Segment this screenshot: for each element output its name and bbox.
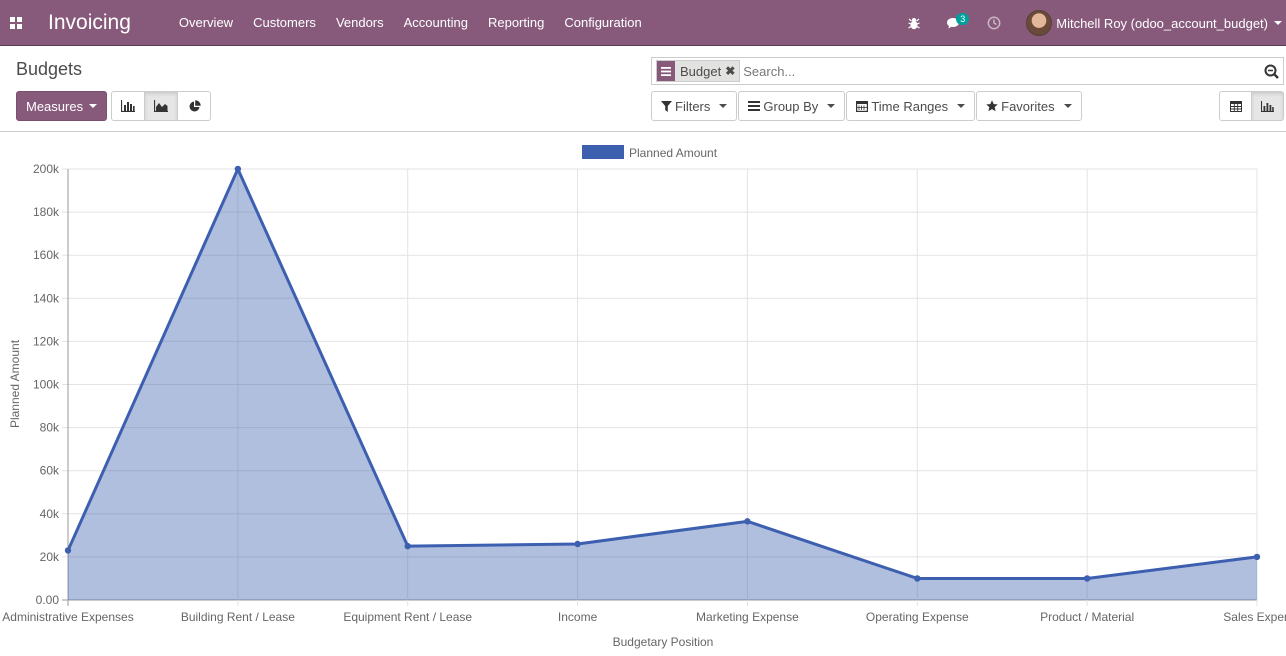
- calendar-icon: [856, 100, 869, 112]
- menu-reporting[interactable]: Reporting: [487, 14, 545, 30]
- data-point: [234, 165, 242, 173]
- search-input[interactable]: [743, 63, 1259, 79]
- y-axis-title: Planned Amount: [8, 339, 22, 428]
- data-point: [914, 575, 921, 582]
- menu-configuration[interactable]: Configuration: [564, 14, 642, 30]
- graph-view-icon: [1261, 100, 1274, 112]
- y-tick-label: 200k: [33, 162, 60, 176]
- top-navbar: Invoicing Overview Customers Vendors Acc…: [0, 0, 1286, 46]
- breadcrumb-title: Budgets: [16, 59, 83, 79]
- favorites-caret-icon: [1063, 104, 1072, 108]
- data-point: [64, 547, 72, 554]
- y-tick-label: 0.00: [36, 593, 60, 607]
- legend-swatch: [582, 145, 624, 159]
- search-icon[interactable]: [1259, 64, 1283, 79]
- measures-caret-icon: [89, 104, 98, 108]
- y-tick-label: 140k: [33, 291, 60, 305]
- x-tick-label: Building Rent / Lease: [181, 610, 295, 624]
- user-name: Mitchell Roy (odoo_account_budget): [1056, 15, 1268, 31]
- legend-label: Planned Amount: [629, 146, 718, 160]
- pie-chart-mode-button[interactable]: [177, 91, 211, 121]
- series-line: [66, 167, 1258, 580]
- x-tick-label: Sales Expen: [1223, 610, 1286, 624]
- search-options: Filters Group By Time Ranges Favorites: [651, 91, 1083, 121]
- facet-remove-icon[interactable]: ✖: [725, 64, 736, 78]
- search-facet: Budget ✖: [656, 60, 741, 82]
- area-chart-icon: [154, 100, 168, 112]
- group-by-button[interactable]: Group By: [738, 91, 846, 121]
- time-ranges-button[interactable]: Time Ranges: [846, 91, 976, 121]
- view-switcher: [1219, 91, 1284, 121]
- filters-button[interactable]: Filters: [651, 91, 738, 121]
- measures-button[interactable]: Measures: [16, 91, 108, 121]
- x-tick-label: Income: [558, 610, 598, 624]
- filter-icon: [661, 100, 672, 112]
- search-bar: Budget ✖: [651, 57, 1284, 85]
- filters-label: Filters: [675, 98, 711, 114]
- x-axis-title: Budgetary Position: [613, 635, 714, 649]
- y-tick-label: 20k: [40, 550, 60, 564]
- data-point: [1083, 575, 1091, 582]
- debug-bug-icon[interactable]: [894, 0, 934, 46]
- data-point: [574, 540, 581, 548]
- apps-menu-icon[interactable]: [0, 0, 32, 46]
- y-tick-label: 100k: [33, 378, 60, 392]
- filters-caret-icon: [719, 104, 728, 108]
- measures-label: Measures: [26, 98, 84, 114]
- area-chart: 0.00 20k 40k 60k 80k 100k 120k 140k 160k 180k 200k…: [2, 145, 1286, 649]
- groupby-facet-icon: [657, 61, 675, 81]
- y-tick-label: 180k: [33, 205, 60, 219]
- y-tick-label: 80k: [40, 421, 60, 435]
- graph-view-button[interactable]: [1251, 91, 1284, 121]
- graph-mode-group: [111, 91, 211, 121]
- time-ranges-label: Time Ranges: [871, 98, 949, 114]
- y-tick-label: 160k: [33, 248, 60, 262]
- data-point: [404, 542, 411, 550]
- favorites-button[interactable]: Favorites: [976, 91, 1082, 121]
- line-chart-mode-button[interactable]: [144, 91, 178, 121]
- menu-overview[interactable]: Overview: [178, 14, 234, 30]
- x-tick-label: Equipment Rent / Lease: [343, 610, 472, 624]
- data-point: [744, 518, 751, 525]
- facet-value: Budget: [680, 63, 722, 79]
- graph-area: 0.00 20k 40k 60k 80k 100k 120k 140k 160k 180k 200k…: [0, 133, 1286, 653]
- x-tick-label: Marketing Expense: [696, 610, 799, 624]
- x-tick-label: Product / Material: [1040, 610, 1134, 624]
- activity-clock-icon[interactable]: [974, 0, 1014, 46]
- table-icon: [1229, 100, 1242, 112]
- group-by-label: Group By: [763, 98, 819, 114]
- menu-vendors[interactable]: Vendors: [335, 14, 384, 30]
- app-title[interactable]: Invoicing: [48, 10, 131, 34]
- y-tick-label: 60k: [40, 464, 60, 478]
- bar-chart-mode-button[interactable]: [111, 91, 145, 121]
- user-caret-icon: [1274, 21, 1282, 25]
- time-ranges-caret-icon: [957, 104, 966, 108]
- x-tick-label: Administrative Expenses: [2, 610, 133, 624]
- list-icon: [748, 101, 761, 111]
- messages-chat-icon[interactable]: 3: [934, 0, 974, 46]
- favorites-label: Favorites: [1001, 98, 1055, 114]
- y-tick-label: 40k: [40, 507, 60, 521]
- bar-chart-icon: [121, 100, 135, 112]
- user-menu[interactable]: Mitchell Roy (odoo_account_budget): [1014, 0, 1286, 46]
- group-by-caret-icon: [827, 104, 836, 108]
- x-tick-label: Operating Expense: [866, 610, 969, 624]
- main-menu: Overview Customers Vendors Accounting Re…: [169, 0, 652, 46]
- y-tick-label: 120k: [33, 334, 60, 348]
- pie-chart-icon: [189, 99, 201, 111]
- user-avatar: [1026, 10, 1053, 36]
- menu-accounting[interactable]: Accounting: [403, 14, 468, 30]
- menu-customers[interactable]: Customers: [253, 14, 316, 30]
- data-point: [1253, 553, 1261, 561]
- navbar-systray: 3 Mitchell Roy (odoo_account_budget): [894, 0, 1286, 46]
- messages-badge: 3: [956, 13, 970, 25]
- series-area-fill: [68, 169, 1257, 600]
- star-icon: [986, 100, 998, 112]
- control-panel: Budgets Budget ✖ Measures Filt: [0, 46, 1286, 132]
- pivot-view-button[interactable]: [1219, 91, 1252, 121]
